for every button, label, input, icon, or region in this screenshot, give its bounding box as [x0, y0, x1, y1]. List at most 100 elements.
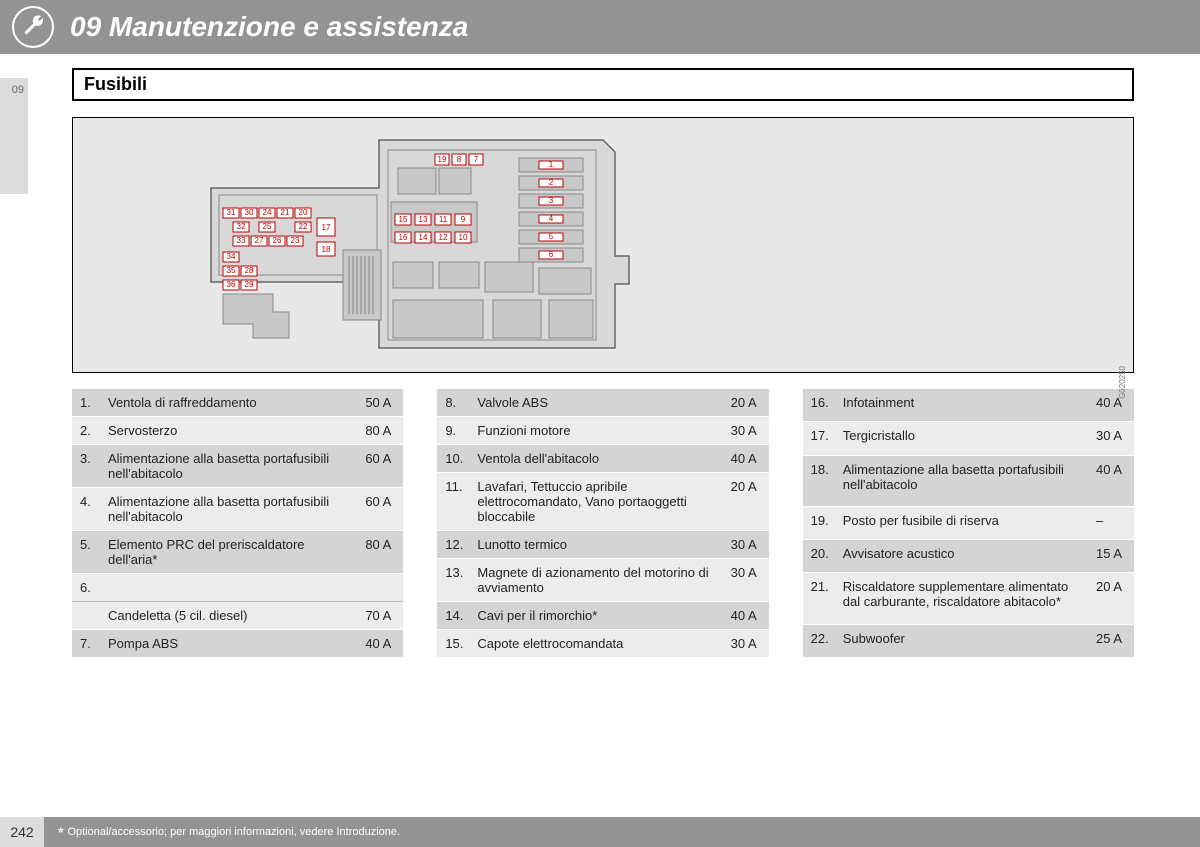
svg-text:25: 25	[263, 222, 272, 231]
fuse-number: 21.	[803, 573, 835, 624]
fuse-description: Elemento PRC del preriscaldatore dell'ar…	[100, 531, 357, 574]
fuse-number: 11.	[437, 473, 469, 531]
page-footer: 242 * Optional/accessorio; per maggiori …	[0, 817, 1200, 847]
chapter-header: 09 Manutenzione e assistenza	[0, 0, 1200, 54]
table-row: 14.Cavi per il rimorchio*40 A	[437, 602, 768, 630]
fuse-number: 9.	[437, 417, 469, 445]
svg-text:30: 30	[245, 208, 254, 217]
fuse-number: 12.	[437, 531, 469, 559]
svg-text:1: 1	[549, 160, 554, 169]
table-row: 6.	[72, 574, 403, 602]
svg-text:17: 17	[322, 223, 331, 232]
fuse-description: Posto per fusibile di riserva	[835, 506, 1088, 539]
fuse-amperage: 30 A	[1088, 422, 1134, 455]
table-row: 9.Funzioni motore30 A	[437, 417, 768, 445]
table-row: 2.Servosterzo80 A	[72, 417, 403, 445]
fuse-description: Lunotto termico	[469, 531, 722, 559]
table-row: 19.Posto per fusibile di riserva–	[803, 506, 1134, 539]
fuse-table-3: 16.Infotainment40 A17.Tergicristallo30 A…	[803, 389, 1134, 658]
table-row: 10.Ventola dell'abitacolo40 A	[437, 445, 768, 473]
svg-text:19: 19	[438, 155, 447, 164]
side-tab: 09	[0, 78, 28, 194]
fuse-number: 1.	[72, 389, 100, 417]
svg-text:12: 12	[439, 233, 448, 242]
svg-text:18: 18	[322, 245, 331, 254]
svg-text:26: 26	[273, 236, 282, 245]
fuse-table-1: 1.Ventola di raffreddamento50 A2.Servost…	[72, 389, 403, 658]
fusebox-svg: 19 8 7 15 13 11 9 16 14 12 10 1 2 3 4 5 …	[203, 132, 683, 358]
table-row: 18.Alimentazione alla basetta portafusib…	[803, 455, 1134, 506]
fuse-description: Subwoofer	[835, 624, 1088, 657]
fuse-description: Infotainment	[835, 389, 1088, 422]
fuse-amperage: 40 A	[723, 602, 769, 630]
page-number: 242	[0, 817, 44, 847]
fuse-amperage: 20 A	[723, 389, 769, 417]
table-row: 17.Tergicristallo30 A	[803, 422, 1134, 455]
fuse-number: 14.	[437, 602, 469, 630]
fuse-description: Alimentazione alla basetta portafusibili…	[100, 445, 357, 488]
fuse-amperage: 70 A	[357, 602, 403, 630]
fuse-amperage: 40 A	[1088, 455, 1134, 506]
footnote-star: *	[58, 824, 63, 840]
fuse-amperage: 30 A	[723, 531, 769, 559]
table-row: 13.Magnete di azionamento del motorino d…	[437, 559, 768, 602]
svg-text:21: 21	[281, 208, 290, 217]
fuse-number: 5.	[72, 531, 100, 574]
fuse-amperage: 40 A	[723, 445, 769, 473]
svg-text:34: 34	[227, 252, 236, 261]
section-heading: Fusibili	[84, 74, 1122, 95]
fuse-description: Lavafari, Tettuccio apribile elettrocoma…	[469, 473, 722, 531]
fuse-description: Ventola dell'abitacolo	[469, 445, 722, 473]
svg-text:5: 5	[549, 232, 554, 241]
fuse-description: Riscaldatore supplementare alimentato da…	[835, 573, 1088, 624]
svg-text:8: 8	[457, 155, 462, 164]
svg-text:33: 33	[237, 236, 246, 245]
table-row: 5.Elemento PRC del preriscaldatore dell'…	[72, 531, 403, 574]
fuse-description: Alimentazione alla basetta portafusibili…	[100, 488, 357, 531]
fuse-amperage: 50 A	[357, 389, 403, 417]
svg-text:6: 6	[549, 250, 554, 259]
fuse-number	[72, 602, 100, 630]
svg-text:24: 24	[263, 208, 272, 217]
svg-text:36: 36	[227, 280, 236, 289]
svg-text:2: 2	[549, 178, 554, 187]
fuse-amperage: 80 A	[357, 531, 403, 574]
table-row: 8.Valvole ABS20 A	[437, 389, 768, 417]
table-row: 12.Lunotto termico30 A	[437, 531, 768, 559]
svg-text:3: 3	[549, 196, 554, 205]
svg-text:9: 9	[461, 215, 466, 224]
fuse-number: 22.	[803, 624, 835, 657]
svg-text:29: 29	[245, 280, 254, 289]
fuse-description: Servosterzo	[100, 417, 357, 445]
table-row: 21.Riscaldatore supplementare alimentato…	[803, 573, 1134, 624]
fuse-amperage: 30 A	[723, 417, 769, 445]
fusebox-diagram: 19 8 7 15 13 11 9 16 14 12 10 1 2 3 4 5 …	[72, 117, 1134, 373]
table-row: 7.Pompa ABS40 A	[72, 630, 403, 658]
svg-text:11: 11	[439, 215, 448, 224]
fuse-description: Funzioni motore	[469, 417, 722, 445]
svg-text:31: 31	[227, 208, 236, 217]
fuse-amperage: 20 A	[723, 473, 769, 531]
fuse-description	[100, 574, 357, 602]
fuse-number: 10.	[437, 445, 469, 473]
svg-text:23: 23	[291, 236, 300, 245]
fuse-description: Cavi per il rimorchio*	[469, 602, 722, 630]
svg-text:20: 20	[299, 208, 308, 217]
diagram-reference: G020250	[1118, 366, 1127, 399]
fuse-number: 18.	[803, 455, 835, 506]
table-row: 1.Ventola di raffreddamento50 A	[72, 389, 403, 417]
fuse-amperage: 60 A	[357, 488, 403, 531]
fuse-amperage: 60 A	[357, 445, 403, 488]
svg-text:4: 4	[549, 214, 554, 223]
wrench-icon	[12, 6, 54, 48]
fuse-number: 17.	[803, 422, 835, 455]
svg-text:32: 32	[237, 222, 246, 231]
fuse-description: Valvole ABS	[469, 389, 722, 417]
svg-text:10: 10	[459, 233, 468, 242]
svg-text:14: 14	[419, 233, 428, 242]
svg-text:35: 35	[227, 266, 236, 275]
fuse-amperage: 40 A	[1088, 389, 1134, 422]
footnote-text: Optional/accessorio; per maggiori inform…	[67, 826, 400, 838]
fuse-description: Capote elettrocomandata	[469, 630, 722, 658]
chapter-title: 09 Manutenzione e assistenza	[70, 11, 468, 43]
